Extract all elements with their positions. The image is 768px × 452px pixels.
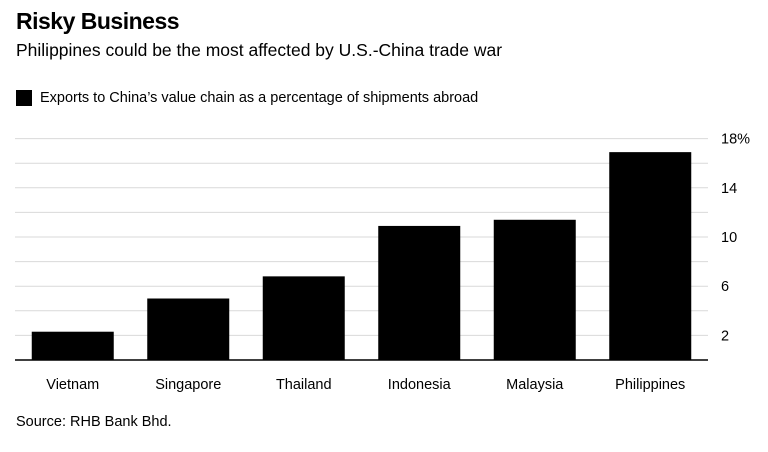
bar-indonesia [378, 225, 461, 360]
bar-vietnam [31, 331, 114, 360]
bar-malaysia [493, 219, 576, 360]
y-tick-label: 2 [721, 328, 729, 344]
bar-singapore [147, 298, 230, 360]
chart-subtitle: Philippines could be the most affected b… [16, 40, 503, 60]
x-tick-label: Malaysia [506, 377, 564, 393]
y-tick-label: 10 [721, 230, 737, 246]
x-tick-label: Indonesia [388, 377, 452, 393]
chart-title: Risky Business [16, 8, 180, 34]
x-tick-label: Thailand [276, 377, 332, 393]
y-tick-label: 14 [721, 181, 737, 197]
y-tick-label: 18% [721, 132, 750, 148]
legend-swatch [16, 90, 32, 106]
legend-label: Exports to China’s value chain as a perc… [40, 90, 479, 106]
bar-thailand [262, 276, 345, 360]
x-tick-label: Vietnam [46, 377, 99, 393]
source-note: Source: RHB Bank Bhd. [16, 414, 172, 430]
x-tick-label: Singapore [155, 377, 221, 393]
y-tick-label: 6 [721, 279, 729, 295]
x-tick-label: Philippines [615, 377, 685, 393]
bar-philippines [609, 152, 692, 360]
legend: Exports to China’s value chain as a perc… [16, 90, 478, 106]
